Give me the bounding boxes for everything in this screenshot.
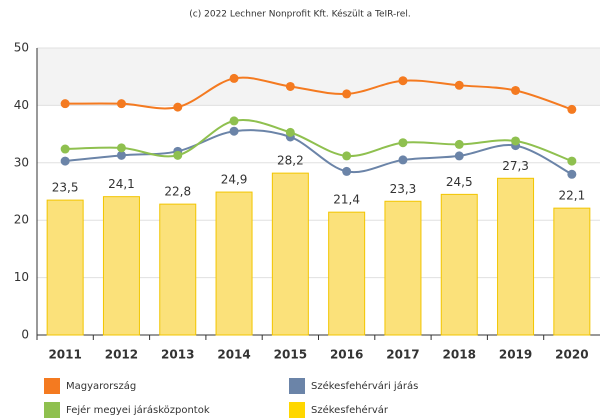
marker — [511, 85, 521, 95]
marker — [229, 73, 239, 83]
chart-title: (c) 2022 Lechner Nonprofit Kft. Készült … — [189, 9, 410, 20]
marker — [285, 81, 295, 91]
marker — [229, 116, 239, 126]
marker — [60, 156, 70, 166]
data-label: 22,8 — [164, 185, 191, 199]
marker — [567, 104, 577, 114]
marker — [285, 127, 295, 137]
bar — [159, 203, 197, 336]
marker — [454, 80, 464, 90]
x-tick-label: 2014 — [217, 348, 250, 362]
x-tick-label: 2011 — [48, 348, 81, 362]
data-label: 21,4 — [333, 193, 360, 207]
y-tick-label: 40 — [14, 98, 29, 112]
y-tick-label: 50 — [14, 41, 29, 55]
marker — [60, 99, 70, 109]
marker — [398, 76, 408, 86]
marker — [567, 156, 577, 166]
x-tick-label: 2018 — [443, 348, 476, 362]
legend-label: Székesfehérvár — [311, 404, 389, 416]
x-tick-label: 2020 — [555, 348, 588, 362]
plot-band — [37, 48, 600, 106]
legend-swatch — [289, 378, 305, 394]
legend-swatch — [44, 378, 60, 394]
legend-label: Fejér megyei járásközpontok — [66, 404, 210, 416]
marker — [454, 151, 464, 161]
legend-label: Székesfehérvári járás — [311, 380, 418, 392]
bar — [384, 200, 422, 336]
bar — [215, 191, 253, 336]
marker — [398, 155, 408, 165]
marker — [342, 151, 352, 161]
data-label: 23,3 — [390, 182, 417, 196]
legend-swatch — [44, 402, 60, 418]
data-label: 24,5 — [446, 175, 473, 189]
marker — [116, 99, 126, 109]
bar — [440, 193, 478, 336]
data-label: 23,5 — [52, 181, 79, 195]
line — [65, 76, 573, 111]
marker — [229, 126, 239, 136]
bar — [102, 196, 140, 336]
marker — [60, 144, 70, 154]
data-label: 27,3 — [502, 159, 529, 173]
marker — [173, 150, 183, 160]
bar — [46, 199, 84, 336]
marker — [116, 150, 126, 160]
bar — [497, 177, 535, 336]
marker — [511, 136, 521, 146]
data-label: 24,1 — [108, 177, 135, 191]
x-tick-label: 2013 — [161, 348, 194, 362]
marker — [398, 138, 408, 148]
x-tick-label: 2012 — [105, 348, 138, 362]
y-tick-label: 10 — [14, 270, 29, 284]
x-tick-label: 2015 — [274, 348, 307, 362]
marker — [567, 169, 577, 179]
bar — [328, 211, 366, 336]
legend-label: Magyarország — [66, 380, 136, 392]
data-label: 28,2 — [277, 154, 304, 168]
x-tick-label: 2019 — [499, 348, 532, 362]
marker — [454, 139, 464, 149]
marker — [342, 166, 352, 176]
marker — [342, 89, 352, 99]
y-tick-label: 20 — [14, 213, 29, 227]
marker — [173, 102, 183, 112]
x-tick-label: 2016 — [330, 348, 363, 362]
bar — [271, 172, 309, 336]
data-label: 24,9 — [221, 173, 248, 187]
bar — [553, 207, 591, 336]
y-tick-label: 0 — [21, 328, 29, 342]
x-tick-label: 2017 — [386, 348, 419, 362]
data-label: 22,1 — [558, 189, 585, 203]
y-tick-label: 30 — [14, 155, 29, 169]
marker — [116, 143, 126, 153]
line — [65, 119, 573, 163]
legend-swatch — [289, 402, 305, 418]
